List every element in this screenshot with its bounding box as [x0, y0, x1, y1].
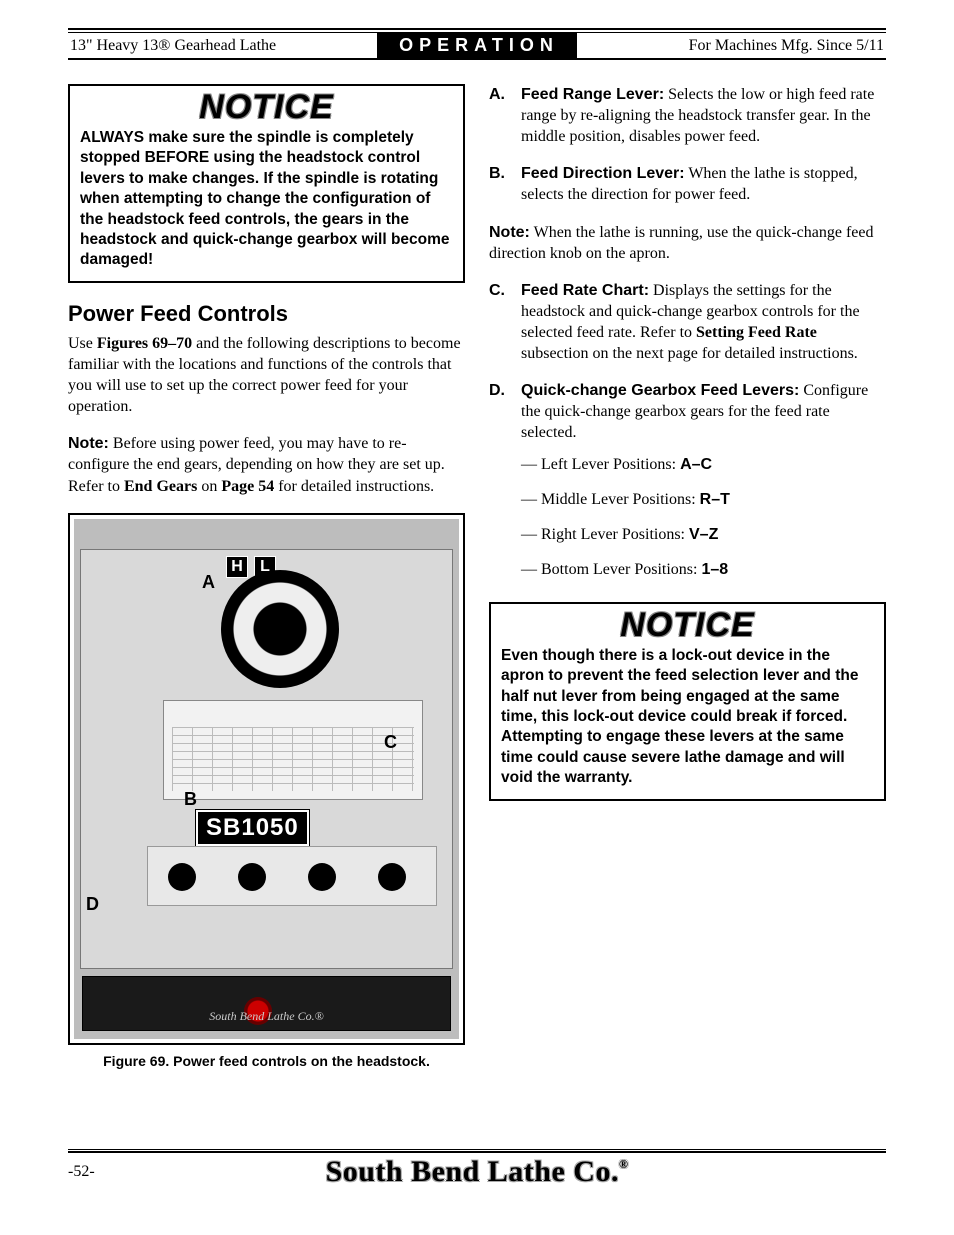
item-D-letter: D.	[489, 380, 511, 594]
figure-69-frame: H L SB1050 Sout	[68, 513, 465, 1045]
figure-badge: SB1050	[196, 810, 309, 846]
notice-body-1: ALWAYS make sure the spindle is complete…	[80, 128, 453, 271]
figure-brand-small: South Bend Lathe Co.®	[83, 1009, 450, 1024]
item-A: A. Feed Range Lever: Selects the low or …	[489, 84, 886, 147]
header-center: OPERATION	[377, 32, 577, 59]
pos-left-val: A–C	[680, 456, 712, 473]
pos-bottom-label: — Bottom Lever Positions:	[521, 561, 701, 578]
notice-title-2: NOTICE	[501, 608, 874, 644]
item-note-text: When the lathe is running, use the quick…	[489, 224, 873, 262]
item-note-label: Note:	[489, 224, 530, 241]
pos-right: — Right Lever Positions: V–Z	[521, 524, 886, 545]
note-page: Page 54	[221, 478, 274, 495]
item-C-lead: Feed Rate Chart:	[521, 282, 649, 299]
pos-bottom: — Bottom Lever Positions: 1–8	[521, 559, 886, 580]
item-A-letter: A.	[489, 84, 511, 147]
notice-box-1: NOTICE ALWAYS make sure the spindle is c…	[68, 84, 465, 283]
item-C: C. Feed Rate Chart: Displays the setting…	[489, 280, 886, 364]
note-left: Note: Before using power feed, you may h…	[68, 433, 465, 496]
pos-right-val: V–Z	[689, 526, 718, 543]
note-text-3: for detailed instructions.	[274, 478, 434, 495]
item-B-lead: Feed Direction Lever:	[521, 165, 685, 182]
page-header: 13" Heavy 13® Gearhead Lathe OPERATION F…	[68, 32, 886, 60]
intro-figref: Figures 69–70	[97, 335, 192, 352]
item-note: Note: When the lathe is running, use the…	[489, 222, 886, 264]
fig-label-H: H	[226, 556, 248, 578]
intro-pre: Use	[68, 335, 97, 352]
notice-box-2: NOTICE Even though there is a lock-out d…	[489, 602, 886, 801]
callout-A: A	[202, 572, 215, 593]
item-B-letter: B.	[489, 163, 511, 205]
callout-C: C	[384, 732, 397, 753]
page-footer: -52- South Bend Lathe Co.®	[68, 1157, 886, 1197]
callout-B: B	[184, 789, 197, 810]
intro-paragraph: Use Figures 69–70 and the following desc…	[68, 333, 465, 417]
item-A-lead: Feed Range Lever:	[521, 86, 664, 103]
header-right: For Machines Mfg. Since 5/11	[577, 37, 886, 55]
pos-middle: — Middle Lever Positions: R–T	[521, 489, 886, 510]
item-C-text2: subsection on the next page for detailed…	[521, 345, 858, 362]
notice-body-2: Even though there is a lock-out device i…	[501, 646, 874, 789]
footer-brand: South Bend Lathe Co.®	[68, 1155, 886, 1189]
header-left: 13" Heavy 13® Gearhead Lathe	[68, 37, 377, 55]
callout-D: D	[86, 894, 99, 915]
item-C-ref: Setting Feed Rate	[696, 324, 817, 341]
pos-middle-label: — Middle Lever Positions:	[521, 491, 700, 508]
pos-bottom-val: 1–8	[701, 561, 728, 578]
figure-69-caption: Figure 69. Power feed controls on the he…	[68, 1053, 465, 1069]
item-B: B. Feed Direction Lever: When the lathe …	[489, 163, 886, 205]
note-label: Note:	[68, 435, 109, 452]
item-D: D. Quick-change Gearbox Feed Levers: Con…	[489, 380, 886, 594]
pos-left: — Left Lever Positions: A–C	[521, 454, 886, 475]
note-text-2: on	[197, 478, 221, 495]
note-ref: End Gears	[124, 478, 197, 495]
section-title: Power Feed Controls	[68, 301, 465, 327]
item-D-lead: Quick-change Gearbox Feed Levers:	[521, 382, 799, 399]
notice-title-1: NOTICE	[80, 90, 453, 126]
pos-left-label: — Left Lever Positions:	[521, 456, 680, 473]
figure-69-image: H L SB1050 Sout	[74, 519, 459, 1039]
pos-middle-val: R–T	[700, 491, 730, 508]
footer-brand-text: South Bend Lathe Co.	[326, 1155, 619, 1188]
pos-right-label: — Right Lever Positions:	[521, 526, 689, 543]
item-C-letter: C.	[489, 280, 511, 364]
